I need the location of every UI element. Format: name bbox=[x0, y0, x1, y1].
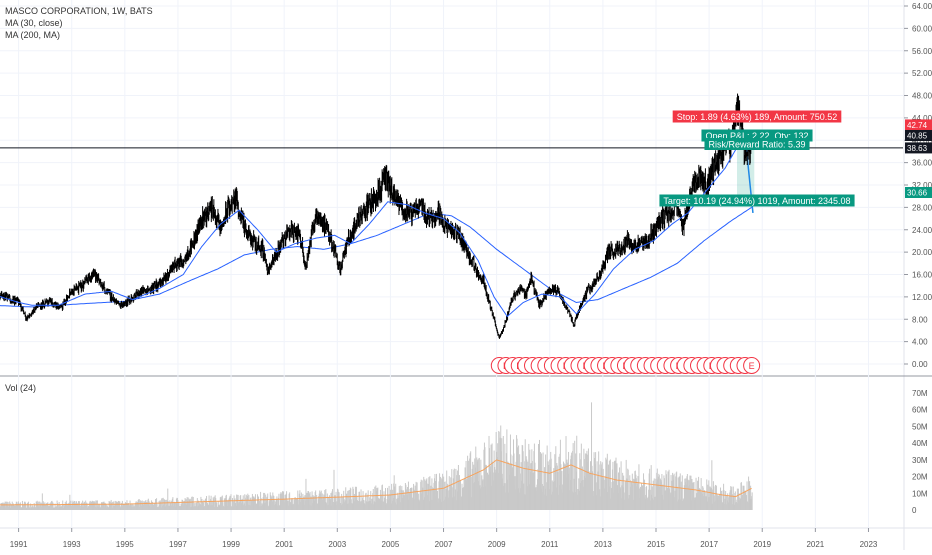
volume-tick-label: 10M bbox=[912, 489, 928, 498]
stop-label: Stop: 1.89 (4.63%) 189, Amount: 750.52 bbox=[672, 110, 842, 123]
volume-ma-path bbox=[0, 459, 752, 506]
price-tick-label: 4.00 bbox=[912, 338, 928, 347]
time-tick-label: 1995 bbox=[116, 540, 134, 549]
risk-reward-label-text: Risk/Reward Ratio: 5.39 bbox=[708, 140, 805, 150]
target-label-text: Target: 10.19 (24.94%) 1019, Amount: 234… bbox=[663, 196, 850, 206]
price-tick-label: 52.00 bbox=[912, 69, 932, 78]
volume-tick-label: 60M bbox=[912, 406, 928, 415]
ma30-legend[interactable]: MA (30, close) bbox=[5, 18, 63, 28]
price-tick-label: 44.00 bbox=[912, 114, 932, 123]
price-tag-label: 40.85 bbox=[907, 131, 928, 140]
price-tick-label: 12.00 bbox=[912, 293, 932, 302]
time-tick-label: 1991 bbox=[10, 540, 28, 549]
risk-reward-label-box bbox=[704, 138, 810, 150]
ma200-legend[interactable]: MA (200, MA) bbox=[5, 30, 61, 40]
price-tick-label: 16.00 bbox=[912, 271, 932, 280]
price-tick-label: 64.00 bbox=[912, 2, 932, 11]
target-label-box bbox=[659, 194, 855, 207]
price-tick-label: 36.00 bbox=[912, 159, 932, 168]
volume-axis: 70M 60M 50M 40M 30M 20M 10M 0 bbox=[912, 389, 928, 515]
time-tick-label: 2013 bbox=[594, 540, 612, 549]
time-tick-label: 2015 bbox=[647, 540, 665, 549]
earnings-markers[interactable]: EEEEEEEEE bbox=[490, 357, 761, 374]
time-tick-label: 2017 bbox=[700, 540, 718, 549]
time-tick-label: 1997 bbox=[169, 540, 187, 549]
volume-legend-label[interactable]: Vol (24) bbox=[5, 383, 37, 393]
price-tag bbox=[905, 186, 932, 198]
time-tick-label: 2001 bbox=[275, 540, 293, 549]
time-tick-label: 2009 bbox=[488, 540, 506, 549]
price-tick-label: 56.00 bbox=[912, 47, 932, 56]
time-tick-label: 2011 bbox=[541, 540, 559, 549]
target-label: Target: 10.19 (24.94%) 1019, Amount: 234… bbox=[659, 194, 855, 207]
symbol-title[interactable]: MASCO CORPORATION, 1W, BATS bbox=[5, 6, 153, 16]
time-tick-label: 2019 bbox=[753, 540, 771, 549]
stop-label-text: Stop: 1.89 (4.63%) 189, Amount: 750.52 bbox=[677, 112, 838, 122]
time-tick-label: 2021 bbox=[806, 540, 824, 549]
time-tick-label: 1999 bbox=[222, 540, 240, 549]
price-tick-label: 60.00 bbox=[912, 24, 932, 33]
volume-tick-label: 20M bbox=[912, 473, 928, 482]
chart-legend: MASCO CORPORATION, 1W, BATS MA (30, clos… bbox=[5, 5, 153, 41]
price-tag bbox=[905, 119, 932, 131]
price-tick-label: 0.00 bbox=[912, 360, 928, 369]
price-tick-label: 8.00 bbox=[912, 315, 928, 324]
price-tag-label: 30.66 bbox=[907, 188, 928, 197]
price-tick-label: 24.00 bbox=[912, 226, 932, 235]
earnings-letter: E bbox=[749, 361, 755, 371]
volume-ma-line bbox=[0, 459, 752, 506]
time-axis: 1991 1993 1995 1997 1999 2001 2003 2005 2007 2009… bbox=[10, 528, 878, 549]
volume-tick-label: 70M bbox=[912, 389, 928, 398]
price-tick-label: 20.00 bbox=[912, 248, 932, 257]
open-pnl-label-text: Open P&L: 2.22, Qty: 132 bbox=[705, 131, 808, 141]
stop-label-box bbox=[672, 110, 842, 123]
price-tick-label: 32.00 bbox=[912, 181, 932, 190]
time-tick-label: 2023 bbox=[860, 540, 878, 549]
price-tick-label: 28.00 bbox=[912, 203, 932, 212]
price-tag-label: 38.63 bbox=[907, 144, 928, 153]
volume-legend: Vol (24) bbox=[5, 382, 36, 394]
risk-reward-label: Risk/Reward Ratio: 5.39 bbox=[704, 138, 810, 150]
time-tick-label: 2003 bbox=[328, 540, 346, 549]
position-labels: Stop: 1.89 (4.63%) 189, Amount: 750.52 Op… bbox=[659, 110, 855, 207]
price-tag-label: 42.74 bbox=[907, 121, 928, 130]
ma30-path bbox=[0, 139, 752, 318]
volume-tick-label: 0 bbox=[912, 506, 917, 515]
earnings-marker bbox=[743, 357, 761, 374]
volume-tick-label: 50M bbox=[912, 422, 928, 431]
price-tag bbox=[905, 142, 932, 154]
price-tick-label: 48.00 bbox=[912, 92, 932, 101]
ma30-line bbox=[0, 139, 752, 318]
price-tag bbox=[905, 129, 932, 141]
volume-tick-label: 40M bbox=[912, 439, 928, 448]
volume-tick-label: 30M bbox=[912, 456, 928, 465]
time-tick-label: 2005 bbox=[382, 540, 400, 549]
time-tick-label: 2007 bbox=[435, 540, 453, 549]
time-tick-label: 1993 bbox=[63, 540, 81, 549]
